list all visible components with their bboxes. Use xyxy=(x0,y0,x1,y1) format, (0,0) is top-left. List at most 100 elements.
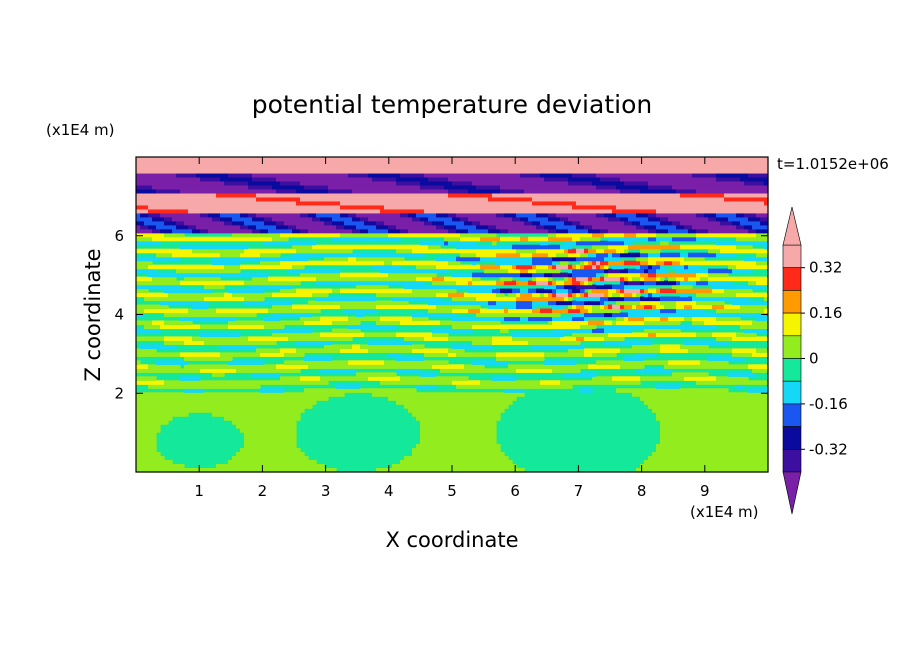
field-cell xyxy=(380,244,385,250)
field-cell xyxy=(380,172,385,178)
field-cell xyxy=(204,252,209,258)
field-cell xyxy=(272,336,277,342)
field-cell xyxy=(464,380,469,385)
field-cell xyxy=(456,157,461,162)
field-cell xyxy=(400,204,405,210)
field-cell xyxy=(412,176,417,182)
field-cell xyxy=(256,272,261,278)
field-cell xyxy=(384,224,389,230)
field-cell xyxy=(268,157,273,162)
field-cell xyxy=(396,364,401,369)
field-cell xyxy=(436,424,441,429)
field-cell xyxy=(184,312,189,318)
field-cell xyxy=(176,300,181,306)
field-cell xyxy=(388,388,393,393)
field-cell xyxy=(284,360,289,365)
field-cell xyxy=(288,392,293,397)
field-cell xyxy=(396,272,401,278)
field-cell xyxy=(304,312,309,318)
field-cell xyxy=(272,172,277,178)
field-cell xyxy=(372,196,377,202)
field-cell xyxy=(208,352,213,357)
field-cell xyxy=(364,204,369,210)
field-cell xyxy=(356,372,361,377)
field-cell xyxy=(292,360,297,365)
field-cell xyxy=(456,424,461,429)
field-cell xyxy=(396,256,401,262)
field-cell xyxy=(268,184,273,190)
field-cell xyxy=(472,452,477,457)
field-cell xyxy=(280,176,285,182)
field-cell xyxy=(464,160,469,166)
field-cell xyxy=(152,396,157,401)
field-cell xyxy=(348,160,353,166)
field-cell xyxy=(312,268,317,274)
field-cell xyxy=(436,440,441,445)
field-cell xyxy=(408,464,413,469)
field-cell xyxy=(304,336,309,342)
field-cell xyxy=(348,180,353,186)
field-cell xyxy=(388,228,393,234)
field-cell xyxy=(168,344,173,349)
field-cell xyxy=(256,368,261,373)
field-cell xyxy=(292,292,297,298)
field-cell xyxy=(436,460,441,465)
field-cell xyxy=(304,204,309,210)
field-cell xyxy=(364,304,369,310)
field-cell xyxy=(332,268,337,274)
field-cell xyxy=(444,284,449,290)
field-cell xyxy=(224,172,229,178)
field-cell xyxy=(412,200,417,206)
field-cell xyxy=(156,308,161,314)
field-cell xyxy=(468,164,473,170)
field-cell xyxy=(152,412,157,417)
field-cell xyxy=(240,400,245,405)
field-cell xyxy=(272,184,277,190)
field-cell xyxy=(408,348,413,353)
field-cell xyxy=(252,436,257,441)
field-cell xyxy=(316,172,321,178)
field-cell xyxy=(324,172,329,178)
field-cell xyxy=(144,268,149,274)
field-cell xyxy=(256,296,261,302)
field-cell xyxy=(236,268,241,274)
field-cell xyxy=(168,368,173,373)
field-cell xyxy=(208,272,213,278)
field-cell xyxy=(436,220,441,226)
field-cell xyxy=(280,380,285,385)
field-cell xyxy=(464,308,469,314)
field-cell xyxy=(460,172,465,178)
field-cell xyxy=(348,176,353,182)
field-cell xyxy=(400,368,405,373)
field-cell xyxy=(408,360,413,365)
field-cell xyxy=(296,288,301,294)
field-cell xyxy=(420,460,425,465)
field-cell xyxy=(140,216,145,222)
field-cell xyxy=(320,304,325,310)
field-cell xyxy=(460,244,465,250)
field-cell xyxy=(368,157,373,162)
field-cell xyxy=(332,168,337,174)
field-cell xyxy=(344,256,349,262)
field-cell xyxy=(260,216,265,222)
field-cell xyxy=(328,468,333,473)
field-cell xyxy=(436,352,441,357)
field-cell xyxy=(184,200,189,206)
field-cell xyxy=(404,356,409,361)
field-cell xyxy=(420,192,425,198)
field-cell xyxy=(260,352,265,357)
field-cell xyxy=(156,228,161,234)
field-cell xyxy=(380,316,385,322)
field-cell xyxy=(136,160,141,166)
field-cell xyxy=(320,396,325,401)
field-cell xyxy=(316,340,321,346)
field-cell xyxy=(228,464,233,469)
field-cell xyxy=(392,380,397,385)
field-cell xyxy=(368,232,373,238)
field-cell xyxy=(304,248,309,254)
field-cell xyxy=(140,404,145,409)
field-cell xyxy=(280,236,285,242)
field-cell xyxy=(268,236,273,242)
field-cell xyxy=(284,196,289,202)
field-cell xyxy=(396,304,401,310)
